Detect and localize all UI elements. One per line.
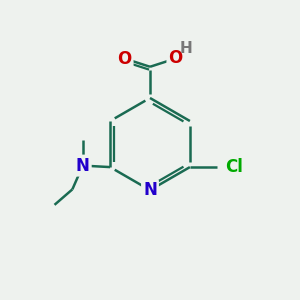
Text: O: O — [168, 50, 183, 68]
Text: O: O — [117, 50, 132, 68]
Text: N: N — [76, 157, 90, 175]
Text: H: H — [179, 41, 192, 56]
Text: N: N — [143, 181, 157, 199]
Text: Cl: Cl — [226, 158, 243, 176]
